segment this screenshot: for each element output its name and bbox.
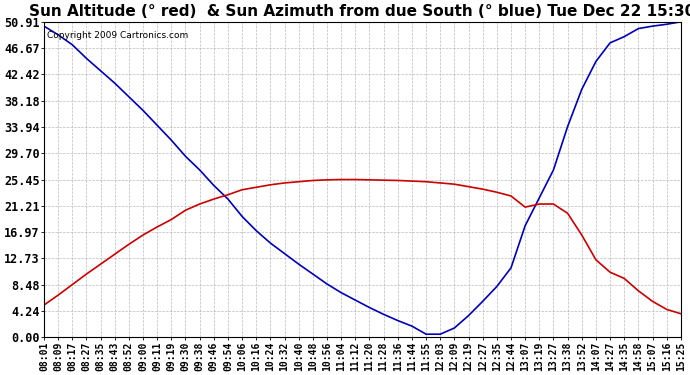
Title: Sun Altitude (° red)  & Sun Azimuth from due South (° blue) Tue Dec 22 15:30: Sun Altitude (° red) & Sun Azimuth from … xyxy=(29,4,690,19)
Text: Copyright 2009 Cartronics.com: Copyright 2009 Cartronics.com xyxy=(47,31,188,40)
